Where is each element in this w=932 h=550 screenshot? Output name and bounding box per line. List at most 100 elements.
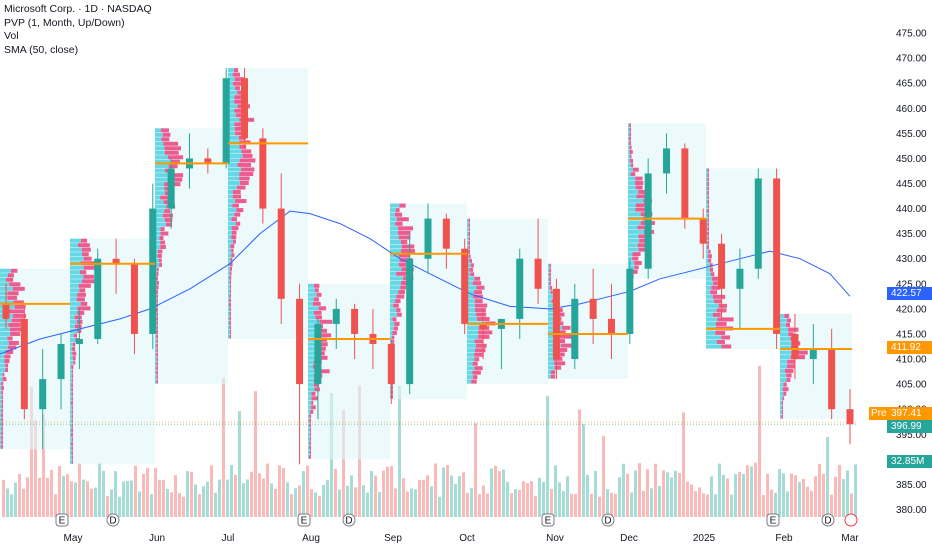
profile-down-row xyxy=(562,325,571,330)
profile-up-row xyxy=(70,446,72,451)
volume-bar xyxy=(642,490,645,517)
legend-title[interactable]: Microsoft Corp. · 1D · NASDAQ xyxy=(4,3,152,15)
profile-down-row xyxy=(395,208,400,213)
candle-body xyxy=(75,338,83,344)
profile-down-row xyxy=(232,194,242,199)
profile-up-row xyxy=(467,366,475,371)
profile-up-row xyxy=(308,423,310,428)
profile-up-row xyxy=(228,171,240,176)
profile-up-row xyxy=(628,234,639,239)
profile-up-row xyxy=(155,343,157,348)
profile-up-row xyxy=(228,257,231,262)
profile-down-row xyxy=(549,268,551,273)
profile-up-row xyxy=(628,176,636,181)
profile-down-row xyxy=(159,262,163,267)
profile-down-row xyxy=(637,243,648,248)
profile-down-row xyxy=(156,271,159,276)
profile-down-row xyxy=(709,263,713,268)
volume-bar xyxy=(694,491,697,517)
profile-down-row xyxy=(7,295,18,300)
profile-up-row xyxy=(0,377,3,382)
profile-down-row xyxy=(156,348,158,353)
profile-down-row xyxy=(318,351,325,356)
profile-down-row xyxy=(229,275,232,280)
profile-up-row xyxy=(308,418,310,423)
legend-pvp[interactable]: PVP (1, Month, Up/Down) xyxy=(4,16,125,29)
profile-up-row xyxy=(780,341,792,346)
profile-down-row xyxy=(550,374,556,379)
profile-up-row xyxy=(0,408,2,413)
candle-body xyxy=(20,318,28,410)
profile-up-row xyxy=(155,141,164,146)
profile-down-row xyxy=(234,126,245,131)
volume-bar xyxy=(286,482,289,517)
profile-down-row xyxy=(707,218,709,223)
volume-bar xyxy=(266,463,269,517)
volume-bar xyxy=(550,488,553,517)
profile-down-row xyxy=(77,306,91,311)
profile-up-row xyxy=(155,137,162,142)
profile-down-row xyxy=(398,235,411,240)
profile-up-row xyxy=(0,372,3,377)
candle-body xyxy=(681,148,689,219)
profile-up-row xyxy=(390,394,392,399)
profile-up-row xyxy=(70,455,72,460)
profile-up-row xyxy=(706,330,716,335)
profile-up-row xyxy=(467,339,475,344)
profile-down-row xyxy=(229,298,231,303)
profile-up-row xyxy=(228,68,235,73)
profile-up-row xyxy=(308,333,318,338)
candle-body xyxy=(167,168,175,209)
profile-down-row xyxy=(77,292,86,297)
profile-up-row xyxy=(390,244,402,249)
legend-sma[interactable]: SMA (50, close) xyxy=(4,43,79,56)
profile-down-row xyxy=(1,422,3,427)
x-tick-label: Oct xyxy=(459,533,475,544)
event-marker-label: D xyxy=(109,516,116,527)
candle-body xyxy=(791,333,799,360)
volume-bar xyxy=(850,493,853,517)
volume-bar xyxy=(394,488,397,517)
profile-down-row xyxy=(309,432,311,437)
profile-down-row xyxy=(474,339,483,344)
volume-bar xyxy=(398,385,401,517)
profile-down-row xyxy=(398,230,411,235)
volume-bar xyxy=(630,492,633,517)
profile-down-row xyxy=(396,308,401,313)
profile-down-row xyxy=(784,313,790,318)
profile-down-row xyxy=(707,191,709,196)
profile-down-row xyxy=(71,365,74,370)
profile-down-row xyxy=(163,141,179,146)
profile-down-row xyxy=(309,441,311,446)
profile-up-row xyxy=(628,247,639,252)
legend-vol[interactable]: Vol xyxy=(4,30,19,43)
profile-down-row xyxy=(634,261,642,265)
profile-down-row xyxy=(229,289,231,294)
profile-up-row xyxy=(308,364,313,369)
profile-down-row xyxy=(314,382,320,387)
profile-down-row xyxy=(468,254,471,259)
profile-down-row xyxy=(782,396,785,401)
profile-down-row xyxy=(81,247,91,252)
profile-up-row xyxy=(628,261,635,265)
profile-down-row xyxy=(472,370,481,375)
profile-down-row xyxy=(71,428,73,433)
volume-bar xyxy=(318,495,321,517)
profile-down-row xyxy=(231,253,235,258)
candle-body xyxy=(773,178,781,334)
profile-up-row xyxy=(390,208,396,213)
profile-down-row xyxy=(229,325,231,330)
profile-down-row xyxy=(708,254,712,259)
profile-up-row xyxy=(308,405,312,410)
profile-down-row xyxy=(71,446,73,451)
profile-down-row xyxy=(229,316,231,321)
last-price-badge: 396.99 xyxy=(887,420,932,433)
y-tick-label: 410.00 xyxy=(896,355,927,366)
profile-up-row xyxy=(390,317,393,322)
profile-down-row xyxy=(156,334,158,339)
volume-bar xyxy=(770,489,773,517)
profile-down-row xyxy=(398,253,411,258)
volume-bar xyxy=(362,485,365,517)
profile-up-row xyxy=(70,265,84,270)
